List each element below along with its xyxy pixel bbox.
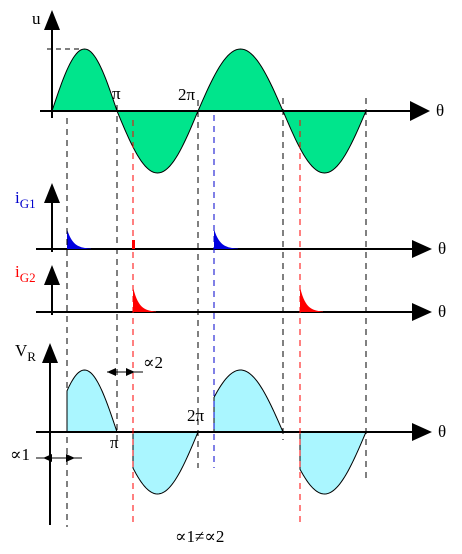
u-axis-label: u (32, 9, 41, 28)
alpha2-left-arrow (107, 368, 116, 376)
u-negative-half-fill (116, 110, 199, 174)
u-x-axis-arrow (410, 101, 430, 121)
u-positive-half-fill (51, 48, 118, 112)
alpha-inequality-caption: ∝1≠∝2 (175, 527, 224, 546)
alpha2-right-arrow (126, 368, 135, 376)
vr-x-axis-arrow (412, 423, 432, 441)
vr-negative-segment-1 (132, 431, 199, 495)
vr-two-pi-label: 2π (187, 406, 205, 425)
alpha1-right-arrow (66, 454, 75, 462)
alpha1-left-arrow (43, 454, 52, 462)
ig1-pulse-1 (67, 229, 91, 249)
vr-panel: VR θ π 2π ∝2 ∝1 ∝1≠∝2 (10, 341, 446, 546)
vr-theta-label: θ (438, 422, 446, 441)
vr-label: VR (15, 341, 36, 364)
ig2-theta-label: θ (438, 302, 446, 321)
vr-pi-label: π (110, 433, 119, 452)
ig1-label: iG1 (15, 188, 36, 211)
vr-positive-segment-2 (213, 369, 284, 433)
ig2-panel: iG2 θ (15, 262, 446, 321)
ig2-x-axis-arrow (412, 303, 432, 321)
guide-lines (66, 98, 367, 527)
u-theta-label: θ (436, 101, 444, 120)
ig1-x-axis-arrow (412, 240, 432, 258)
ig1-y-axis-arrow (44, 183, 60, 203)
u-negative-half-fill-2 (282, 110, 367, 174)
alpha2-label: ∝2 (143, 353, 163, 372)
ig2-pulse-1 (133, 287, 156, 312)
vr-positive-segment-1 (66, 369, 118, 433)
ig1-theta-label: θ (438, 239, 446, 258)
u-two-pi-label: 2π (178, 85, 196, 104)
alpha1-label: ∝1 (10, 445, 30, 464)
u-positive-half-fill-2 (197, 48, 284, 112)
vr-y-axis-arrow (42, 343, 58, 363)
u-y-axis-arrow (44, 10, 60, 30)
vr-negative-segment-2 (299, 431, 367, 495)
u-panel: u θ π 2π (32, 9, 444, 174)
u-pi-label: π (112, 84, 121, 103)
ig2-y-axis-arrow (44, 265, 60, 285)
ig2-pulse-2 (300, 287, 323, 312)
ig1-panel: iG1 θ (15, 183, 446, 258)
ig1-pulse-2 (214, 229, 238, 249)
ig2-label: iG2 (15, 262, 36, 285)
